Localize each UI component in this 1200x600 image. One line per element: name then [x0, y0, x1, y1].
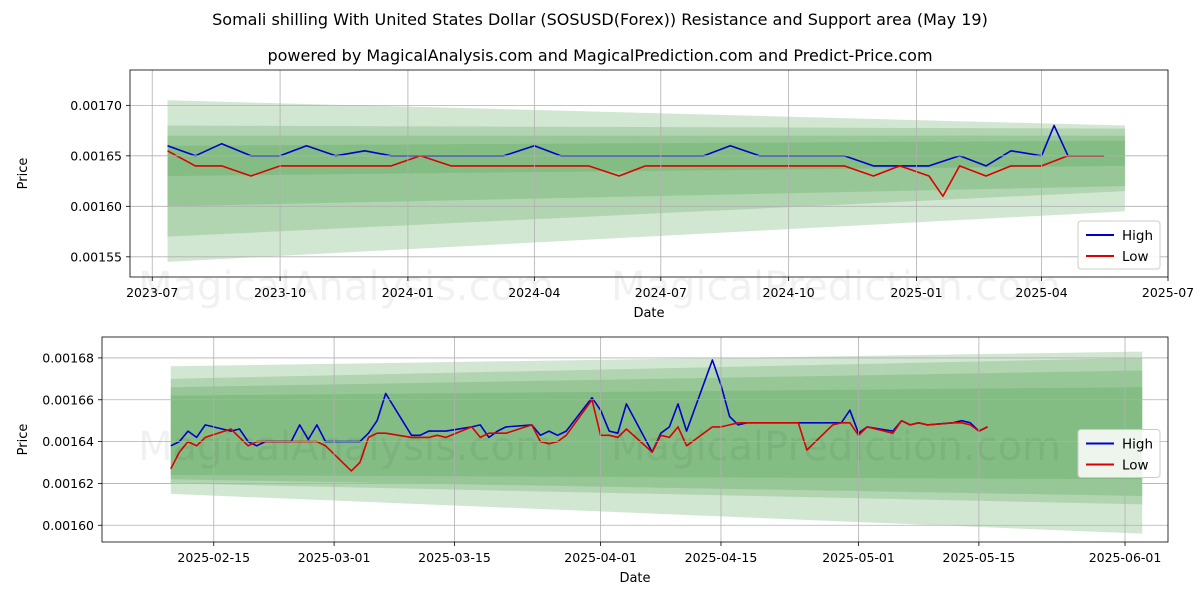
- x-tick-label: 2025-03-01: [298, 550, 371, 565]
- x-tick-label: 2025-01: [890, 285, 942, 300]
- x-tick-label: 2025-04-01: [564, 550, 637, 565]
- support-resistance-band: [167, 135, 1125, 207]
- support-resistance-band: [170, 387, 1143, 480]
- legend-label-high: High: [1122, 437, 1153, 453]
- y-tick-label: 0.00170: [70, 98, 122, 113]
- y-tick-label: 0.00162: [42, 476, 94, 491]
- series-line-low: [167, 150, 1105, 197]
- x-tick-label: 2025-05-15: [943, 550, 1016, 565]
- legend-label-low: Low: [1122, 458, 1149, 474]
- legend: High Low: [1077, 429, 1161, 478]
- y-tick-label: 0.00168: [42, 350, 94, 365]
- x-tick-label: 2023-07: [126, 285, 178, 300]
- x-tick-label: 2024-04: [508, 285, 560, 300]
- watermark-text: MagicalAnalysis.com: [138, 264, 554, 310]
- x-tick-label: 2025-03-15: [418, 550, 491, 565]
- support-resistance-band: [170, 370, 1143, 496]
- plot-area: [167, 100, 1125, 262]
- plot-frame: [129, 69, 1169, 278]
- chart-subtitle: powered by MagicalAnalysis.com and Magic…: [267, 46, 933, 65]
- y-tick-label: 0.00160: [42, 518, 94, 533]
- x-tick-label: 2025-04: [1015, 285, 1067, 300]
- x-axis-label: Date: [633, 306, 664, 321]
- top-chart-panel: MagicalAnalysis.com MagicalPrediction.com…: [16, 69, 1194, 321]
- x-tick-label: 2025-05-01: [822, 550, 895, 565]
- x-tick-label: 2025-02-15: [177, 550, 250, 565]
- legend-label-low: Low: [1122, 249, 1149, 265]
- y-tick-label: 0.00166: [42, 392, 94, 407]
- legend: High Low: [1077, 220, 1161, 270]
- y-axis-label: Price: [16, 424, 31, 456]
- y-tick-label: 0.00160: [70, 199, 122, 214]
- support-resistance-band: [167, 100, 1125, 262]
- x-tick-label: 2024-07: [635, 285, 687, 300]
- x-tick-label: 2025-04-15: [685, 550, 758, 565]
- bottom-chart-panel: MagicalAnalysis.com MagicalPrediction.com…: [16, 336, 1169, 586]
- x-tick-label: 2025-06-01: [1089, 550, 1162, 565]
- support-resistance-band: [167, 125, 1125, 237]
- chart-title: Somali shilling With United States Dolla…: [212, 10, 988, 29]
- x-tick-label: 2024-01: [382, 285, 434, 300]
- support-resistance-band: [170, 357, 1143, 505]
- legend-label-high: High: [1122, 228, 1153, 244]
- watermark-text: MagicalPrediction.com: [611, 424, 1061, 470]
- series-line-high: [170, 359, 988, 453]
- x-tick-label: 2024-10: [763, 285, 815, 300]
- y-tick-label: 0.00155: [70, 249, 122, 264]
- plot-frame: [101, 336, 1169, 543]
- x-axis-label: Date: [619, 571, 650, 586]
- watermark-text: MagicalPrediction.com: [611, 264, 1061, 310]
- y-tick-label: 0.00165: [70, 148, 122, 163]
- watermark-text: MagicalAnalysis.com: [138, 424, 554, 470]
- x-tick-label: 2023-10: [254, 285, 306, 300]
- support-resistance-band: [167, 140, 1125, 177]
- y-axis-label: Price: [16, 158, 31, 190]
- x-tick-label: 2025-07: [1142, 285, 1194, 300]
- y-tick-label: 0.00164: [42, 434, 94, 449]
- plot-area: [170, 351, 1143, 534]
